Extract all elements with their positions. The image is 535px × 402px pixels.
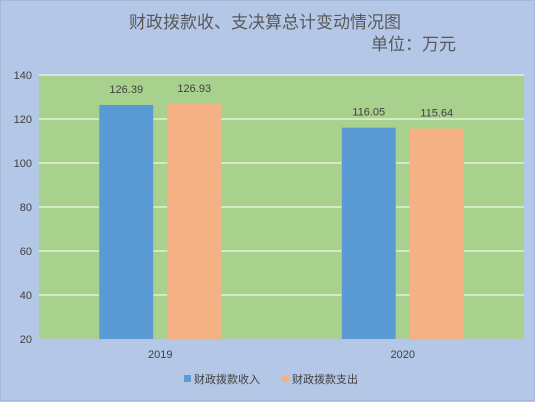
x-tick-label: 2020 (391, 349, 415, 361)
legend-label: 财政拨款收入 (194, 372, 260, 386)
legend-swatch (184, 375, 191, 382)
chart-title: 财政拨款收、支决算总计变动情况图 (129, 13, 401, 33)
chart-subtitle: 单位：万元 (371, 35, 456, 55)
bars (99, 103, 464, 339)
y-tick-label: 60 (20, 246, 32, 258)
bar-2019-series-1 (167, 103, 222, 339)
y-axis: 20 40 60 80 100 120 140 (14, 70, 32, 346)
data-label: 115.64 (420, 108, 453, 120)
y-tick-label: 120 (14, 114, 32, 126)
y-tick-label: 20 (20, 334, 32, 346)
x-tick-label: 2019 (148, 349, 172, 361)
data-labels: 126.39 126.93 116.05 115.64 (109, 83, 453, 120)
x-axis: 2019 2020 (148, 349, 415, 361)
legend-swatch (282, 375, 289, 382)
data-label: 126.39 (109, 84, 143, 96)
legend: 财政拨款收入 财政拨款支出 (184, 372, 358, 386)
y-tick-label: 140 (14, 70, 32, 82)
y-tick-label: 100 (14, 158, 32, 170)
bar-2020-series-0 (341, 127, 396, 339)
bar-2019-series-0 (99, 104, 154, 339)
legend-label: 财政拨款支出 (292, 372, 358, 386)
data-label: 126.93 (177, 83, 211, 95)
y-tick-label: 80 (20, 202, 32, 214)
data-label: 116.05 (352, 107, 385, 119)
y-tick-label: 40 (20, 290, 32, 302)
bar-2020-series-1 (409, 128, 464, 339)
